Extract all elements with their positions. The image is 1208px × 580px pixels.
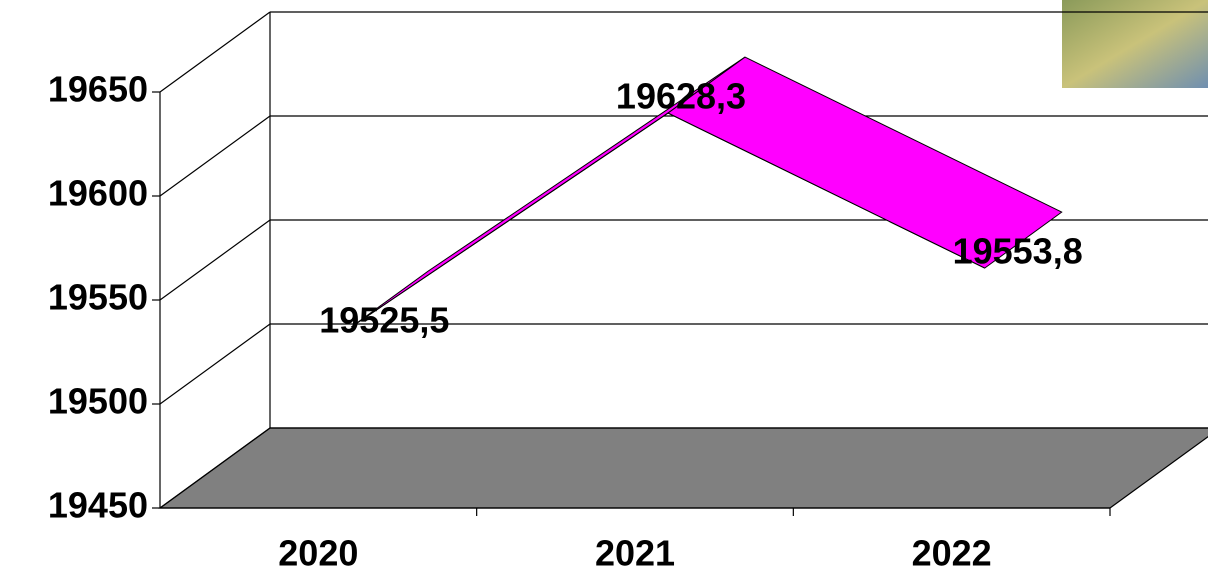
x-tick-label: 2022 bbox=[912, 533, 992, 574]
data-label: 19628,3 bbox=[616, 76, 746, 117]
grid-line bbox=[159, 219, 271, 301]
x-tick-label: 2021 bbox=[595, 533, 675, 574]
y-tick-label: 19550 bbox=[48, 277, 148, 318]
plot-area: 19450 19500 19550 19600 19650 2020 2021 2022 195… bbox=[48, 11, 1208, 574]
data-label: 19525,5 bbox=[319, 299, 449, 340]
corner-picture bbox=[1062, 0, 1208, 88]
grid-line bbox=[159, 427, 271, 509]
grid-line bbox=[159, 323, 271, 405]
grid-line bbox=[159, 115, 271, 197]
floor bbox=[158, 427, 1208, 509]
y-tick-label: 19650 bbox=[48, 69, 148, 110]
data-label: 19553,8 bbox=[953, 231, 1083, 272]
y-tick-label: 19450 bbox=[48, 485, 148, 526]
grid-line bbox=[159, 11, 271, 93]
x-tick-label: 2020 bbox=[278, 533, 358, 574]
y-tick-label: 19500 bbox=[48, 381, 148, 422]
y-tick-label: 19600 bbox=[48, 173, 148, 214]
line bbox=[351, 112, 985, 328]
